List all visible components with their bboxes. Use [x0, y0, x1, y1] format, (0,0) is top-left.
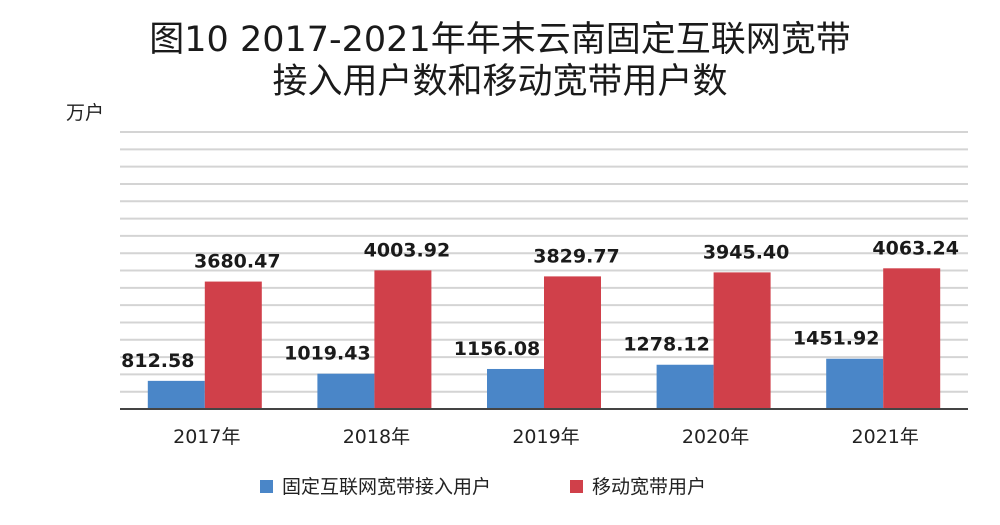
data-label-fixed-broadband-4: 1451.92	[793, 328, 880, 350]
data-label-mobile-broadband-2: 3829.77	[533, 245, 620, 267]
bar-fixed-broadband-1	[317, 373, 375, 409]
bar-fixed-broadband-4	[826, 358, 884, 409]
bar-mobile-broadband-1	[374, 270, 432, 409]
category-label-1: 2018年	[343, 426, 410, 448]
bar-fixed-broadband-3	[656, 364, 714, 409]
data-label-fixed-broadband-3: 1278.12	[623, 334, 710, 356]
data-labels-group: 812.58 3680.47 1019.43 4003.92 1156.08 3829.7…	[121, 237, 959, 372]
bar-mobile-broadband-3	[713, 272, 771, 409]
category-labels-group: 2017年 2018年 2019年 2020年 2021年	[173, 426, 919, 448]
category-label-2: 2019年	[512, 426, 579, 448]
bar-mobile-broadband-2	[544, 276, 601, 409]
data-label-mobile-broadband-1: 4003.92	[364, 239, 451, 261]
data-label-fixed-broadband-0: 812.58	[121, 350, 194, 372]
legend-swatch-fixed-broadband	[260, 480, 273, 493]
bar-fixed-broadband-0	[147, 380, 205, 409]
category-label-4: 2021年	[852, 426, 919, 448]
legend-label-mobile-broadband: 移动宽带用户	[592, 476, 706, 498]
bar-fixed-broadband-2	[487, 368, 544, 409]
data-label-fixed-broadband-1: 1019.43	[284, 343, 371, 365]
category-label-0: 2017年	[173, 426, 240, 448]
bar-mobile-broadband-4	[883, 268, 941, 409]
data-label-mobile-broadband-4: 4063.24	[872, 237, 959, 259]
data-label-fixed-broadband-2: 1156.08	[454, 338, 541, 360]
bars-group	[147, 268, 941, 409]
data-label-mobile-broadband-0: 3680.47	[194, 251, 281, 273]
data-label-mobile-broadband-3: 3945.40	[703, 241, 790, 263]
legend: 固定互联网宽带接入用户 移动宽带用户	[260, 476, 706, 498]
legend-label-fixed-broadband: 固定互联网宽带接入用户	[282, 476, 491, 498]
chart-subtitle: 接入用户数和移动宽带用户数	[272, 62, 727, 102]
legend-swatch-mobile-broadband	[570, 480, 583, 493]
chart-title: 图10 2017-2021年年末云南固定互联网宽带	[149, 20, 850, 60]
y-axis-unit-label: 万户	[66, 102, 104, 124]
bar-mobile-broadband-0	[204, 281, 262, 409]
category-label-3: 2020年	[682, 426, 749, 448]
